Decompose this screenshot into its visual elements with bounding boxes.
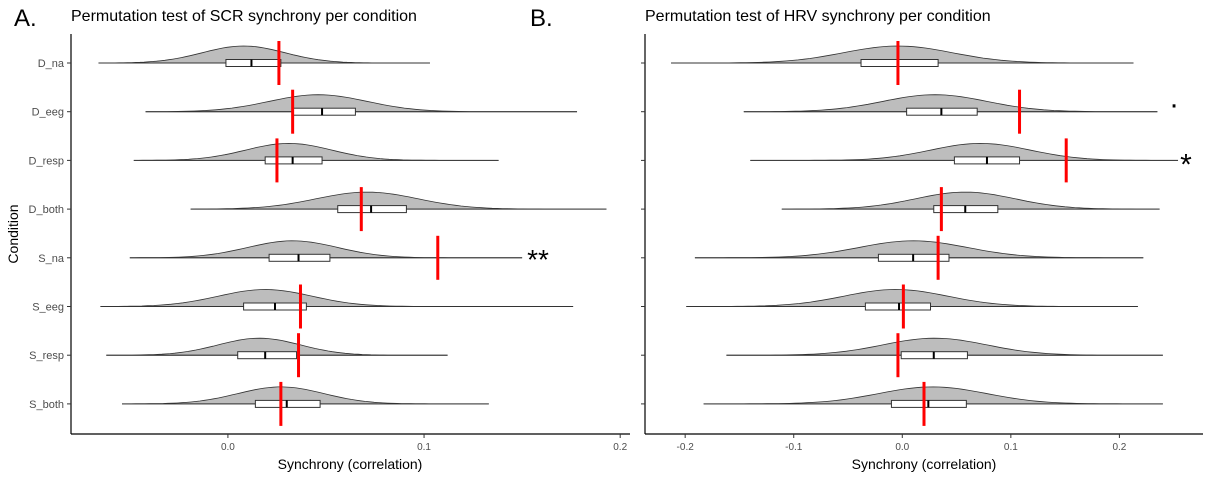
- x-tick-label: 0.1: [417, 442, 431, 453]
- iqr-box: [864, 302, 932, 311]
- significance-label: *: [1180, 148, 1192, 181]
- x-tick-label: 0.1: [1004, 442, 1018, 453]
- y-tick-label: S_both: [29, 399, 64, 411]
- y-tick-label: D_eeg: [32, 107, 64, 119]
- x-axis-label-scr: Synchrony (correlation): [278, 456, 423, 472]
- y-tick-label: D_resp: [29, 155, 64, 167]
- y-tick-label: S_na: [38, 253, 65, 265]
- chart-title-scr: Permutation test of SCR synchrony per co…: [71, 8, 417, 25]
- iqr-box: [237, 351, 298, 360]
- y-tick-label: S_resp: [29, 350, 64, 362]
- x-tick-label: -0.1: [785, 442, 803, 453]
- iqr-box: [292, 107, 356, 116]
- x-tick-label: -0.2: [677, 442, 695, 453]
- null-distribution-violin: [145, 94, 577, 113]
- x-tick-label: 0.0: [895, 442, 909, 453]
- x-tick-label: 0.0: [221, 442, 235, 453]
- null-distribution-violin: [100, 289, 574, 307]
- y-tick-label: D_both: [29, 204, 64, 216]
- y-axis-label: Condition: [5, 204, 21, 263]
- hrv-plot-area: -0.2 -0.1 0.0 0.1 0.2.*: [641, 34, 1203, 453]
- significance-label: .: [1170, 82, 1178, 115]
- x-axis-label-hrv: Synchrony (correlation): [852, 456, 997, 472]
- chart-title-hrv: Permutation test of HRV synchrony per co…: [645, 8, 991, 25]
- x-tick-label: 0.2: [1112, 442, 1126, 453]
- iqr-box: [225, 59, 282, 67]
- x-tick-label: 0.2: [613, 442, 627, 453]
- y-tick-label: D_na: [38, 58, 65, 70]
- panel-label-a: A.: [14, 5, 37, 32]
- iqr-box: [860, 59, 939, 67]
- panel-label-b: B.: [530, 5, 553, 32]
- scr-plot-area: 0.0 0.1 0.2 D_na D_eeg D_resp D_both S_na S_eeg S…: [29, 34, 630, 453]
- significance-label: **: [527, 244, 549, 275]
- y-tick-label: S_eeg: [32, 302, 64, 314]
